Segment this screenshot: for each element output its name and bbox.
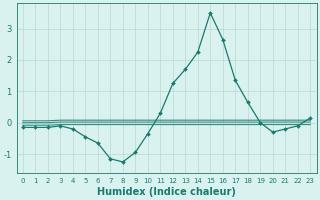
X-axis label: Humidex (Indice chaleur): Humidex (Indice chaleur) [97,187,236,197]
